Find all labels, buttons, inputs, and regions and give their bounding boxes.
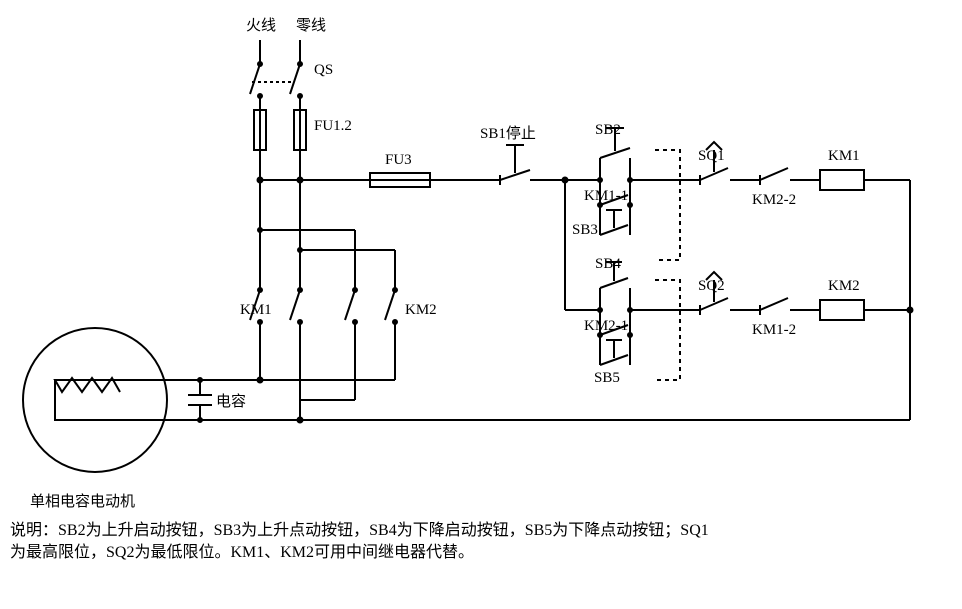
label-km1-main: KM1 — [240, 302, 272, 319]
label-sb5: SB5 — [594, 370, 620, 387]
label-sb3: SB3 — [572, 222, 598, 239]
label-qs: QS — [314, 62, 333, 79]
label-km2-1: KM2-1 — [584, 318, 628, 335]
label-sb2: SB2 — [595, 122, 621, 139]
desc-prefix: 说明： — [10, 522, 58, 539]
desc-line2: 为最高限位，SQ2为最低限位。KM1、KM2可用中间继电器代替。 — [10, 544, 474, 561]
label-km1-coil: KM1 — [828, 148, 860, 165]
label-sq1: SQ1 — [698, 148, 725, 165]
label-km1-1: KM1-1 — [584, 188, 628, 205]
label-sb1: SB1停止 — [480, 122, 536, 143]
label-km2-coil: KM2 — [828, 278, 860, 295]
label-sb4: SB4 — [595, 256, 621, 273]
label-sq2: SQ2 — [698, 278, 725, 295]
label-motor: 单相电容电动机 — [30, 490, 135, 511]
label-km1-2: KM1-2 — [752, 322, 796, 339]
label-km2-main: KM2 — [405, 302, 437, 319]
label-fu3: FU3 — [385, 152, 412, 169]
label-neutral-line: 零线 — [296, 14, 326, 35]
label-capacitor: 电容 — [216, 390, 246, 411]
circuit-diagram — [0, 0, 962, 520]
description-block: 说明：SB2为上升启动按钮，SB3为上升点动按钮，SB4为下降启动按钮，SB5为… — [10, 520, 950, 565]
desc-line1: SB2为上升启动按钮，SB3为上升点动按钮，SB4为下降启动按钮，SB5为下降点… — [58, 522, 709, 539]
label-fu12: FU1.2 — [314, 118, 352, 135]
label-km2-2: KM2-2 — [752, 192, 796, 209]
label-hot-line: 火线 — [246, 14, 276, 35]
